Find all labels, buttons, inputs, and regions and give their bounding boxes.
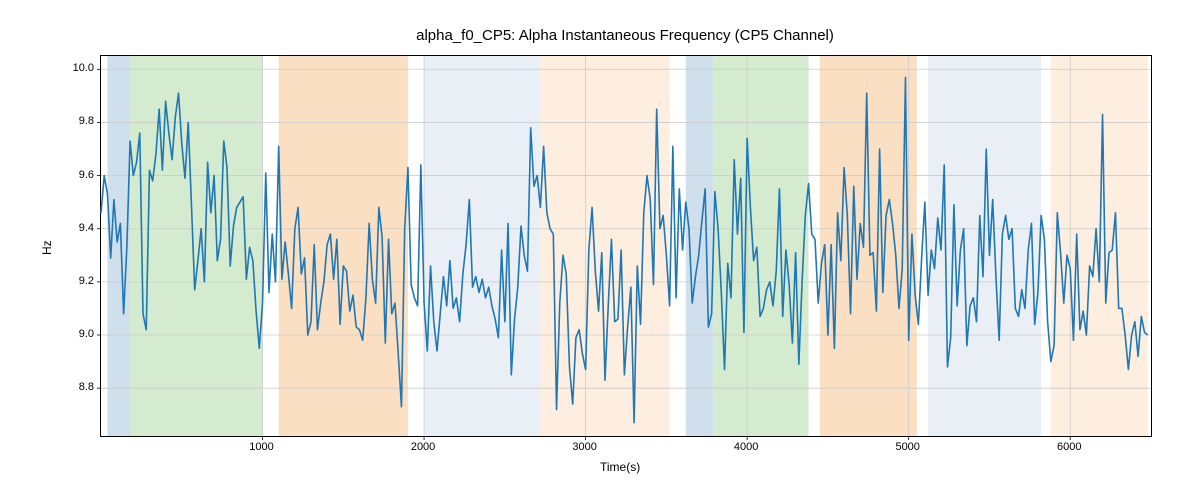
x-tick-label: 2000 (411, 441, 435, 453)
x-tick-label: 6000 (1057, 441, 1081, 453)
plot-area (100, 55, 1152, 437)
chart-svg (101, 56, 1151, 436)
x-tick-label: 1000 (249, 441, 273, 453)
x-tick-label: 5000 (895, 441, 919, 453)
y-tick-label: 9.6 (66, 169, 94, 181)
x-axis-label: Time(s) (600, 460, 640, 474)
y-axis-label: Hz (40, 240, 54, 255)
y-tick-label: 9.4 (66, 222, 94, 234)
y-tick-label: 10.0 (66, 62, 94, 74)
background-span (713, 56, 808, 436)
background-span (130, 56, 262, 436)
y-tick-label: 9.0 (66, 328, 94, 340)
chart-title: alpha_f0_CP5: Alpha Instantaneous Freque… (100, 27, 1150, 44)
y-tick-label: 9.2 (66, 275, 94, 287)
y-tick-label: 8.8 (66, 381, 94, 393)
x-tick-label: 3000 (572, 441, 596, 453)
figure: alpha_f0_CP5: Alpha Instantaneous Freque… (0, 0, 1200, 500)
x-tick-label: 4000 (734, 441, 758, 453)
y-tick-label: 9.8 (66, 115, 94, 127)
